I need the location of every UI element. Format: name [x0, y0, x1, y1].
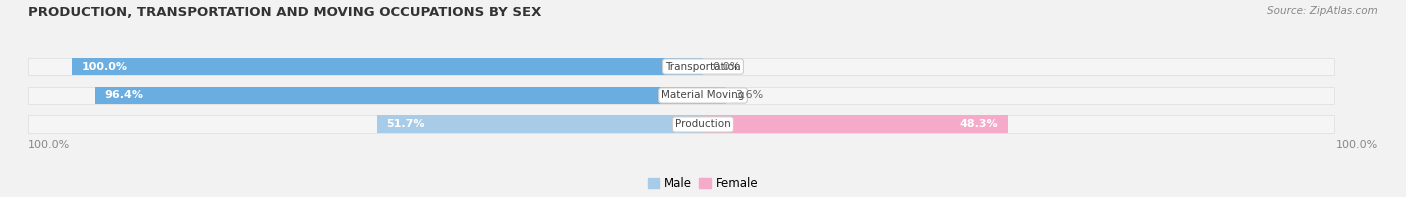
Bar [28, 115, 1334, 133]
Text: 100.0%: 100.0% [82, 61, 128, 72]
Text: 0.0%: 0.0% [713, 61, 741, 72]
Legend: Male, Female: Male, Female [648, 177, 758, 190]
Text: 48.3%: 48.3% [959, 119, 998, 129]
Text: 51.7%: 51.7% [387, 119, 425, 129]
Text: Material Moving: Material Moving [661, 90, 745, 100]
Bar [96, 86, 703, 104]
Text: 100.0%: 100.0% [28, 139, 70, 150]
Text: Transportation: Transportation [665, 61, 741, 72]
Bar [703, 115, 1008, 133]
Text: 100.0%: 100.0% [1336, 139, 1378, 150]
Bar [703, 86, 725, 104]
Text: 96.4%: 96.4% [104, 90, 143, 100]
Bar [28, 86, 1334, 104]
Text: 3.6%: 3.6% [735, 90, 763, 100]
Text: PRODUCTION, TRANSPORTATION AND MOVING OCCUPATIONS BY SEX: PRODUCTION, TRANSPORTATION AND MOVING OC… [28, 6, 541, 19]
Bar [72, 58, 703, 75]
Bar [28, 58, 1334, 75]
Bar [377, 115, 703, 133]
Text: Source: ZipAtlas.com: Source: ZipAtlas.com [1267, 6, 1378, 16]
Text: Production: Production [675, 119, 731, 129]
